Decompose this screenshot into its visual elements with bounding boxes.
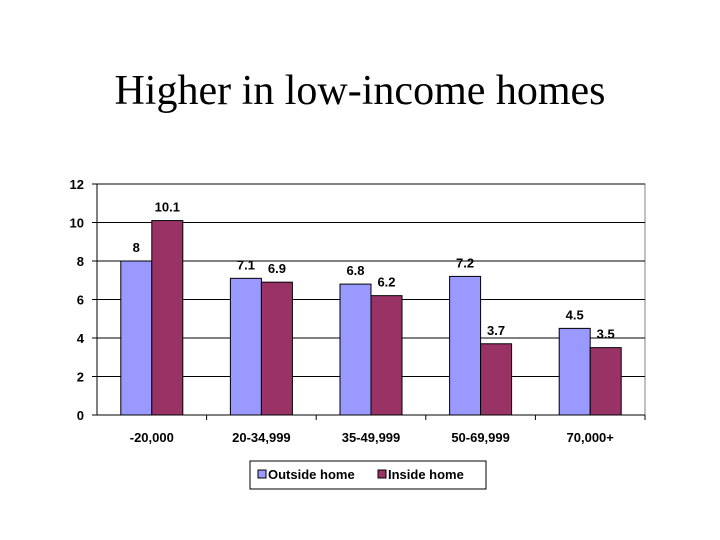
x-tick-label: 20-34,999 (232, 430, 291, 445)
data-label: 6.2 (377, 275, 395, 290)
bars (120, 220, 622, 416)
legend-swatch (377, 469, 387, 479)
y-tick-label: 2 (77, 370, 84, 385)
data-label: 10.1 (155, 200, 180, 215)
y-tick-label: 10 (70, 216, 84, 231)
slide-title: Higher in low-income homes (114, 68, 606, 114)
legend-swatch (257, 469, 267, 479)
x-tick-label: 70,000+ (567, 430, 615, 445)
y-tick-label: 6 (77, 293, 84, 308)
y-tick-label: 0 (77, 408, 84, 423)
bar (120, 260, 153, 416)
y-tick-label: 4 (77, 331, 85, 346)
data-label: 6.8 (346, 263, 364, 278)
x-tick-label: -20,000 (130, 430, 174, 445)
data-label: 4.5 (566, 307, 584, 322)
bar (151, 220, 184, 416)
y-axis-ticks: 0 2 4 6 8 10 12 (70, 177, 97, 423)
data-labels: 8 10.1 7.1 6.9 6.8 6.2 7.2 3.7 4.5 3.5 (133, 200, 615, 342)
data-label: 6.9 (268, 261, 286, 276)
data-label: 8 (133, 240, 140, 255)
data-label: 7.1 (237, 257, 255, 272)
bar (339, 283, 372, 416)
data-label: 7.2 (456, 255, 474, 270)
bar (229, 277, 262, 416)
legend: Outside home Inside home (249, 460, 487, 490)
bar (589, 347, 622, 416)
bar (260, 281, 293, 416)
bar (480, 343, 513, 416)
x-axis-ticks: -20,000 20-34,999 35-49,999 50-69,999 70,000… (130, 415, 646, 445)
legend-box (249, 460, 487, 490)
bar (449, 275, 482, 416)
bar (558, 327, 591, 416)
bar (370, 295, 403, 416)
x-tick-label: 35-49,999 (342, 430, 401, 445)
y-tick-label: 12 (70, 177, 84, 192)
legend-label: Inside home (388, 467, 464, 482)
data-label: 3.7 (487, 323, 505, 338)
legend-label: Outside home (268, 467, 355, 482)
data-label: 3.5 (597, 327, 615, 342)
y-tick-label: 8 (77, 254, 84, 269)
x-tick-label: 50-69,999 (451, 430, 510, 445)
